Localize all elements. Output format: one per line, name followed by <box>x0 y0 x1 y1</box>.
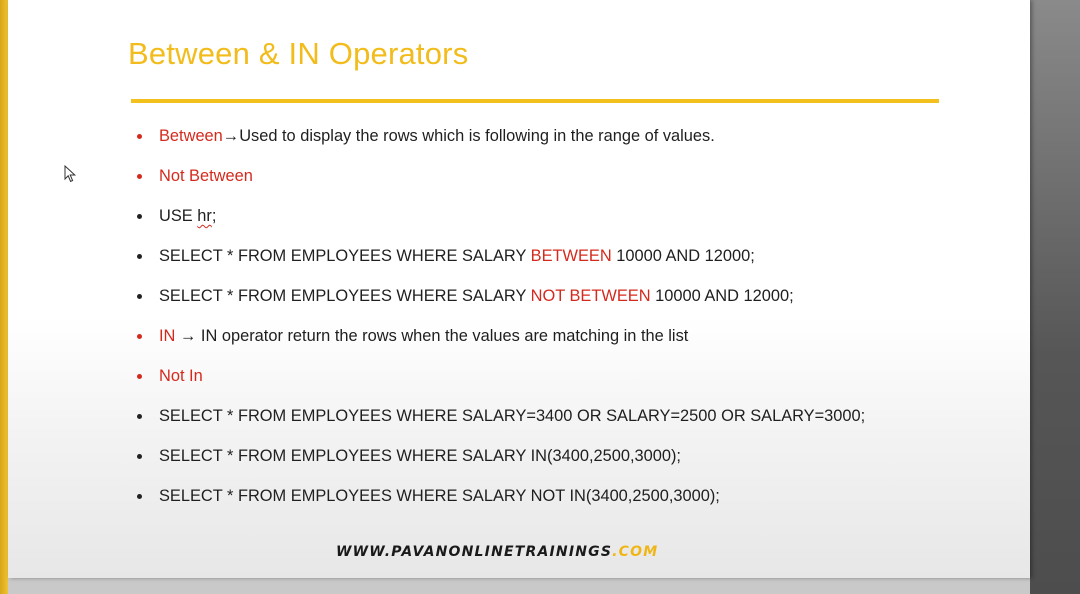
bullet-text: Not In <box>159 364 203 388</box>
bullet-description: Used to display the rows which is follow… <box>239 127 715 145</box>
bullet-text: IN → IN operator return the rows when th… <box>159 324 688 348</box>
bullet-text: SELECT * FROM EMPLOYEES WHERE SALARY NOT… <box>159 284 794 308</box>
bullet-dot <box>137 494 142 499</box>
spellcheck-word: hr <box>197 207 212 225</box>
code-prefix: USE <box>159 207 198 225</box>
slide <box>8 0 1030 578</box>
bullet-text: SELECT * FROM EMPLOYEES WHERE SALARY=340… <box>159 407 866 425</box>
bullet-not-in: Not In <box>131 364 1011 388</box>
website-watermark: WWW.PAVANONLINETRAININGS.COM <box>336 544 658 560</box>
watermark-tld: .COM <box>612 544 659 560</box>
bullet-text: SELECT * FROM EMPLOYEES WHERE SALARY NOT… <box>159 487 720 505</box>
arrow-icon: → <box>222 127 240 145</box>
mouse-pointer-icon <box>64 165 77 183</box>
bullet-dot <box>137 134 142 139</box>
bullet-text: SELECT * FROM EMPLOYEES WHERE SALARY BET… <box>159 244 755 268</box>
arrow-icon: → <box>175 327 201 345</box>
bullet-not-between: Not Between <box>131 164 1011 188</box>
bullet-select-or: SELECT * FROM EMPLOYEES WHERE SALARY=340… <box>131 404 1011 428</box>
right-gutter <box>1030 0 1080 594</box>
keyword-in: IN <box>159 327 176 345</box>
bullet-dot <box>137 254 142 259</box>
bullet-select-in: SELECT * FROM EMPLOYEES WHERE SALARY IN(… <box>131 444 1011 468</box>
bullet-dot <box>137 214 142 219</box>
bullet-dot <box>137 454 142 459</box>
bottom-gutter <box>8 578 1030 594</box>
bullet-dot <box>137 334 142 339</box>
bullet-dot <box>137 374 142 379</box>
code-prefix: SELECT * FROM EMPLOYEES WHERE SALARY <box>159 287 531 305</box>
code-suffix: 10000 AND 12000; <box>650 287 794 305</box>
bullet-text: Not Between <box>159 164 253 188</box>
bullet-dot <box>137 294 142 299</box>
title-underline-rule <box>131 99 939 103</box>
code-prefix: SELECT * FROM EMPLOYEES WHERE SALARY <box>159 247 531 265</box>
bullet-text: Between→Used to display the rows which i… <box>159 124 715 148</box>
code-suffix: ; <box>211 207 217 225</box>
left-window-edge <box>0 0 8 594</box>
slide-title: Between & IN Operators <box>128 36 469 71</box>
bullet-in: IN → IN operator return the rows when th… <box>131 324 1011 348</box>
bullet-description: IN operator return the rows when the val… <box>200 327 689 345</box>
keyword-not-between: Not Between <box>159 167 253 185</box>
bullet-use-hr: USE hr; <box>131 204 1011 228</box>
bullet-text: USE hr; <box>159 204 216 228</box>
bullet-select-between: SELECT * FROM EMPLOYEES WHERE SALARY BET… <box>131 244 1011 268</box>
watermark-site: WWW.PAVANONLINETRAININGS <box>336 544 613 560</box>
bullet-dot <box>137 414 142 419</box>
bullet-select-not-in: SELECT * FROM EMPLOYEES WHERE SALARY NOT… <box>131 484 1011 508</box>
keyword-not-in: Not In <box>159 367 203 385</box>
code-suffix: 10000 AND 12000; <box>611 247 755 265</box>
bullet-between: Between→Used to display the rows which i… <box>131 124 1011 148</box>
bullet-text: SELECT * FROM EMPLOYEES WHERE SALARY IN(… <box>159 447 681 465</box>
bullet-select-not-between: SELECT * FROM EMPLOYEES WHERE SALARY NOT… <box>131 284 1011 308</box>
bullet-dot <box>137 174 142 179</box>
keyword-between: Between <box>159 127 223 145</box>
keyword-not-between: NOT BETWEEN <box>530 287 651 305</box>
keyword-between: BETWEEN <box>530 247 612 265</box>
